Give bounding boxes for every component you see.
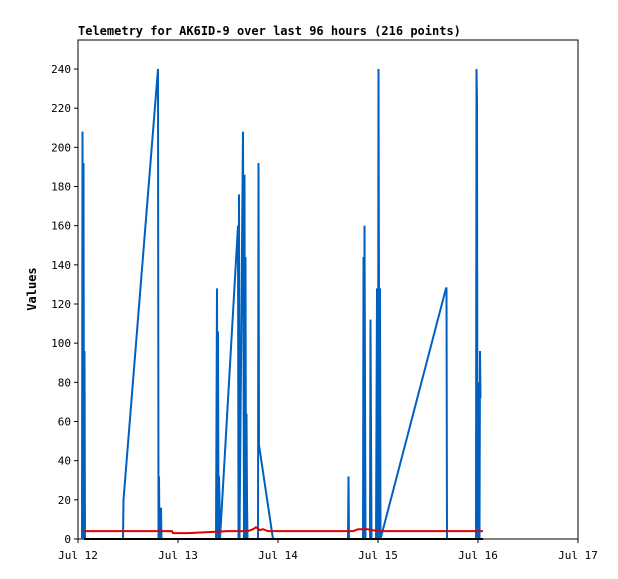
plot-area-frame bbox=[77, 39, 579, 540]
y-tick-label: 20 bbox=[58, 494, 71, 507]
chart-title: Telemetry for AK6ID-9 over last 96 hours… bbox=[78, 24, 461, 38]
series-line-red bbox=[84, 526, 483, 535]
y-tick-label: 240 bbox=[51, 63, 71, 76]
y-tick-label: 0 bbox=[64, 533, 71, 546]
x-tick-label: Jul 15 bbox=[358, 549, 398, 562]
y-tick-label: 40 bbox=[58, 455, 71, 468]
y-tick-label: 160 bbox=[51, 220, 71, 233]
y-tick-label: 120 bbox=[51, 298, 71, 311]
x-tick-label: Jul 16 bbox=[458, 549, 498, 562]
x-axis-ticks: Jul 12 Jul 13 Jul 14 Jul 15 Jul 16 Jul 17 bbox=[58, 539, 598, 562]
y-axis-title: Values bbox=[25, 267, 39, 310]
x-tick-label: Jul 14 bbox=[258, 549, 298, 562]
x-tick-label: Jul 13 bbox=[158, 549, 198, 562]
x-tick-label: Jul 12 bbox=[58, 549, 98, 562]
x-tick-label: Jul 17 bbox=[558, 549, 598, 562]
y-tick-label: 220 bbox=[51, 102, 71, 115]
y-axis-ticks: 0 20 40 60 80 100 120 140 160 180 200 220 240 bbox=[51, 63, 78, 546]
y-tick-label: 100 bbox=[51, 337, 71, 350]
y-tick-label: 200 bbox=[51, 141, 71, 154]
y-tick-label: 60 bbox=[58, 416, 71, 429]
y-tick-label: 140 bbox=[51, 259, 71, 272]
series-layer bbox=[81, 68, 483, 540]
y-tick-label: 180 bbox=[51, 181, 71, 194]
y-tick-label: 80 bbox=[58, 376, 71, 389]
